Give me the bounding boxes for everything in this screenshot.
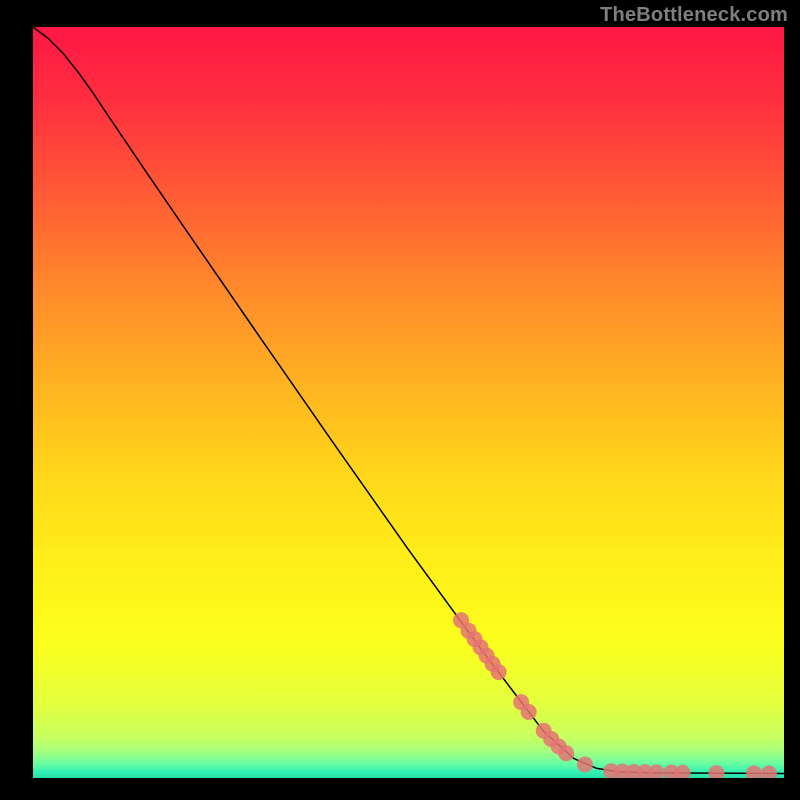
chart-svg <box>33 27 784 778</box>
watermark-text: TheBottleneck.com <box>600 4 788 27</box>
chart-container: TheBottleneck.com <box>0 0 800 800</box>
data-marker <box>521 704 537 720</box>
data-marker <box>558 745 574 761</box>
gradient-background <box>33 27 784 778</box>
data-marker <box>577 756 593 772</box>
plot-area <box>33 27 784 778</box>
data-marker <box>491 664 507 680</box>
